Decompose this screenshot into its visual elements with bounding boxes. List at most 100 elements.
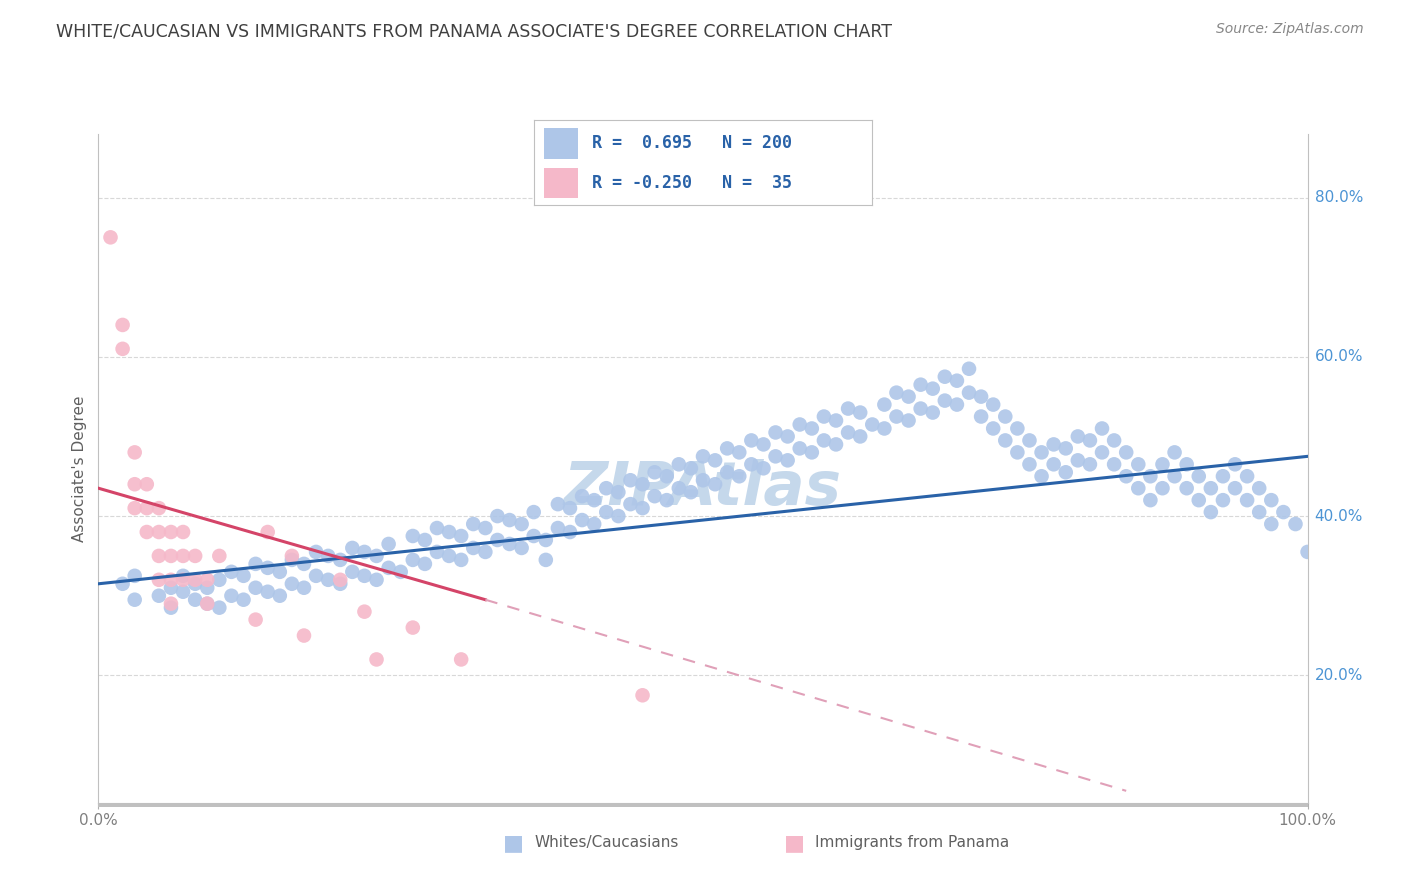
Point [921, 405, 943, 420]
FancyBboxPatch shape [544, 128, 578, 159]
FancyBboxPatch shape [544, 168, 578, 198]
Point [1236, 469, 1258, 483]
Point [208, 600, 231, 615]
Point [366, 549, 388, 563]
Point [946, 398, 969, 412]
Point [450, 652, 472, 666]
Point [377, 537, 399, 551]
Point [825, 437, 848, 451]
Point [1212, 493, 1234, 508]
Point [910, 401, 932, 416]
Point [897, 390, 920, 404]
Point [800, 421, 823, 435]
Point [789, 417, 811, 432]
Point [1223, 458, 1246, 472]
Point [873, 421, 896, 435]
Point [994, 409, 1017, 424]
Point [124, 445, 146, 459]
Point [728, 445, 751, 459]
Point [813, 409, 835, 424]
Point [644, 489, 666, 503]
Point [631, 501, 654, 516]
Point [728, 469, 751, 483]
Y-axis label: Associate's Degree: Associate's Degree [72, 395, 87, 541]
Text: 80.0%: 80.0% [1315, 190, 1362, 205]
Point [752, 437, 775, 451]
Point [547, 521, 569, 535]
Point [934, 393, 956, 408]
Text: Whites/Caucasians: Whites/Caucasians [534, 836, 679, 850]
Point [305, 569, 328, 583]
Point [970, 390, 993, 404]
Text: 20.0%: 20.0% [1315, 668, 1362, 683]
Point [1067, 429, 1090, 443]
Point [172, 524, 194, 539]
Point [631, 477, 654, 491]
Point [655, 493, 678, 508]
Point [111, 576, 134, 591]
Point [619, 473, 641, 487]
Point [860, 417, 883, 432]
Point [571, 489, 593, 503]
Point [269, 589, 291, 603]
Point [245, 581, 267, 595]
Point [704, 477, 727, 491]
Point [631, 688, 654, 702]
Point [1260, 493, 1282, 508]
Point [934, 369, 956, 384]
Point [160, 549, 183, 563]
Point [1102, 434, 1125, 448]
Point [523, 505, 546, 519]
Point [160, 524, 183, 539]
Point [329, 553, 352, 567]
Point [607, 509, 630, 524]
Point [256, 524, 278, 539]
Point [1067, 453, 1090, 467]
Point [837, 401, 859, 416]
Point [679, 485, 702, 500]
Point [1128, 458, 1150, 472]
Point [946, 374, 969, 388]
Point [1163, 469, 1185, 483]
Point [292, 581, 315, 595]
Point [111, 342, 134, 356]
Point [100, 230, 122, 244]
Point [353, 545, 375, 559]
Point [172, 569, 194, 583]
Point [1199, 505, 1222, 519]
Text: WHITE/CAUCASIAN VS IMMIGRANTS FROM PANAMA ASSOCIATE'S DEGREE CORRELATION CHART: WHITE/CAUCASIAN VS IMMIGRANTS FROM PANAM… [56, 22, 893, 40]
Point [1260, 517, 1282, 532]
Point [160, 581, 183, 595]
Point [124, 569, 146, 583]
Point [160, 600, 183, 615]
Point [486, 509, 509, 524]
Point [498, 537, 520, 551]
Point [1115, 469, 1137, 483]
Point [124, 592, 146, 607]
Text: ■: ■ [785, 833, 804, 853]
Point [172, 549, 194, 563]
Point [135, 501, 157, 516]
Point [377, 561, 399, 575]
Point [389, 565, 412, 579]
Point [184, 592, 207, 607]
Point [413, 533, 436, 547]
Text: R = -0.250   N =  35: R = -0.250 N = 35 [592, 174, 792, 192]
Point [148, 524, 170, 539]
Point [921, 382, 943, 396]
Point [184, 573, 207, 587]
Point [1054, 465, 1077, 479]
Point [221, 565, 243, 579]
Point [353, 605, 375, 619]
Point [595, 481, 617, 495]
Point [1091, 445, 1114, 459]
Point [463, 541, 485, 555]
Point [1018, 458, 1040, 472]
Point [450, 553, 472, 567]
Point [474, 545, 496, 559]
Point [510, 541, 533, 555]
Text: Immigrants from Panama: Immigrants from Panama [815, 836, 1010, 850]
Point [1091, 421, 1114, 435]
Point [184, 576, 207, 591]
Point [994, 434, 1017, 448]
